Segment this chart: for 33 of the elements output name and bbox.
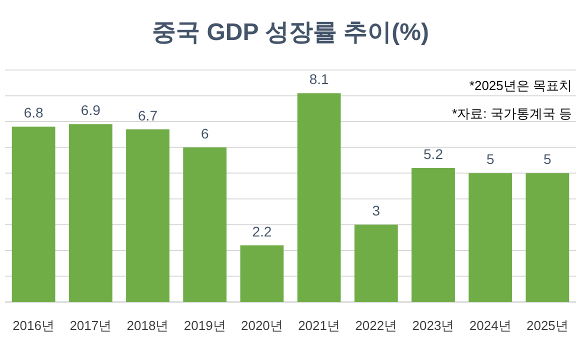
bar [468,173,512,302]
x-tick-label: 2017년 [70,318,112,333]
data-label: 8.1 [309,71,329,88]
annotation: *2025년은 목표치 [469,78,572,93]
data-label: 6.8 [24,104,44,121]
x-tick-label: 2022년 [355,318,398,333]
x-tick-label: 2021년 [298,318,340,333]
data-label: 6.9 [80,102,101,118]
chart-title: 중국 GDP 성장률 추이(%) [152,19,429,46]
x-tick-label: 2024년 [469,318,512,333]
bar [240,245,284,302]
bar [354,224,398,302]
data-label: 5.2 [424,146,444,162]
x-tick-label: 2020년 [240,318,283,333]
annotation: *자료: 국가통계국 등 [452,106,572,121]
data-label: 2.2 [252,223,272,240]
bar [526,173,570,302]
x-tick-label: 2016년 [12,318,55,333]
data-label: 6.7 [138,107,158,124]
data-label: 5 [544,151,552,168]
data-label: 3 [372,202,380,219]
bar [68,124,112,302]
data-label: 5 [486,151,494,168]
bar [412,168,455,302]
x-tick-label: 2018년 [126,318,169,333]
x-tick-label: 2023년 [412,318,454,333]
bar [297,93,341,302]
bar [183,147,227,302]
data-label: 6 [200,125,209,142]
bar [126,129,170,302]
bar [12,126,56,302]
x-tick-label: 2019년 [184,318,226,333]
x-tick-label: 2025년 [526,318,568,333]
